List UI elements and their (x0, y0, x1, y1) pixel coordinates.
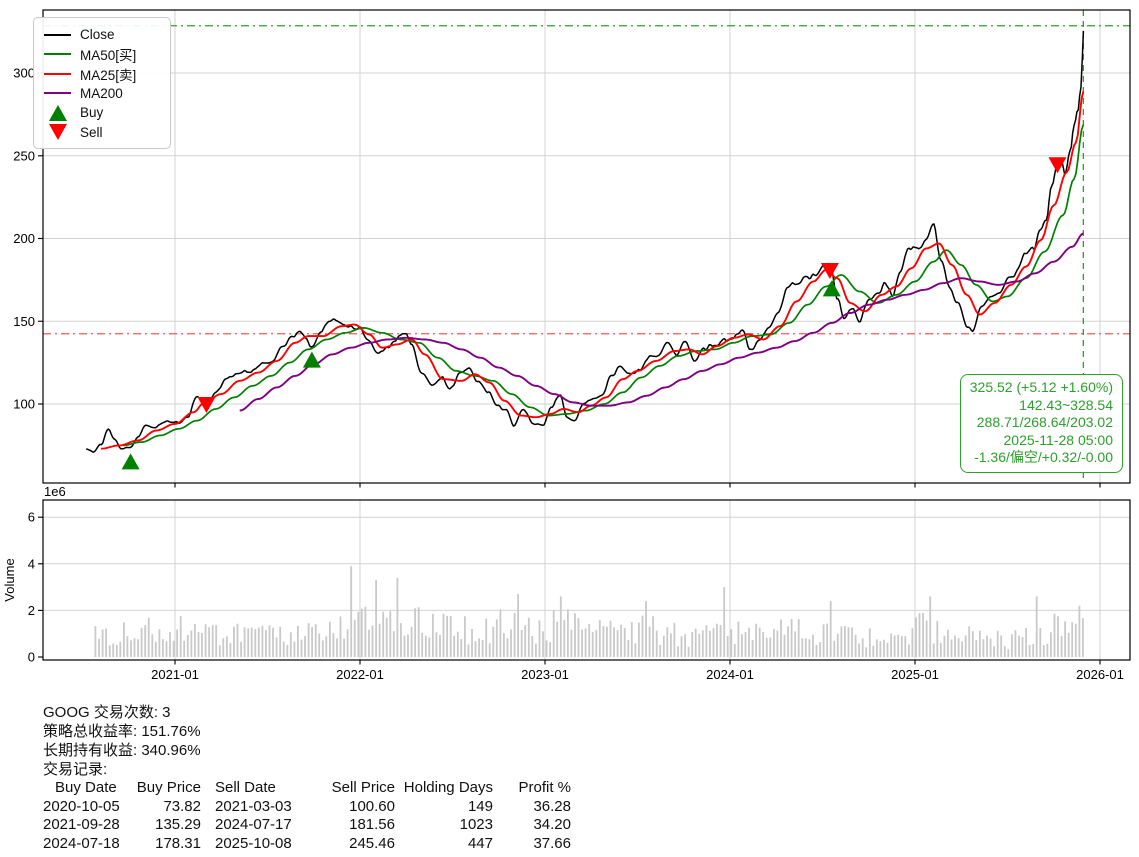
trade-cell: 2020-10-05 (43, 797, 120, 815)
reference-lines (43, 10, 1130, 483)
price-tick-label: 300 (13, 66, 35, 81)
trade-cell: 34.20 (533, 816, 571, 833)
price-tick-label: 250 (13, 148, 35, 163)
trade-cell: 73.82 (163, 797, 201, 815)
plot-borders (42, 9, 1131, 661)
trade-cell: 36.28 (533, 797, 571, 815)
volume-axis-label: Volume (2, 558, 17, 601)
annotation-line: 325.52 (+5.12 +1.60%) (969, 379, 1113, 395)
summary-line: 长期持有收益: 340.96% (43, 742, 201, 759)
series-MA200 (239, 232, 1085, 412)
strategy-summary: GOOG 交易次数: 3 策略总收益率: 151.76% 长期持有收益: 340.9… (43, 703, 571, 853)
legend-item-buy: Buy (44, 103, 162, 123)
legend-label: Sell (80, 124, 103, 140)
trade-header-cell: Buy Price (136, 779, 201, 796)
summary-line: GOOG 交易次数: 3 (43, 704, 171, 721)
series-MA50[买] (123, 124, 1085, 447)
date-tick-label: 2022-01 (336, 667, 384, 682)
trade-row: 2021-09-28 135.29 2024-07-17 181.56 1023 34.2… (43, 816, 571, 835)
date-tick-label: 2023-01 (521, 667, 569, 682)
legend-label: MA25[卖] (80, 67, 137, 83)
legend-label: MA200 (80, 85, 123, 101)
series-MA25[卖] (100, 90, 1085, 450)
date-tick-label: 2021-01 (151, 667, 199, 682)
buy-marker (822, 280, 841, 297)
legend-item-ma50: MA50[买] (44, 45, 162, 65)
legend-label: Buy (80, 105, 104, 121)
trade-row: 2020-10-05 73.82 2021-03-03 100.60 149 36.28 (43, 798, 571, 817)
date-tick-label: 2024-01 (706, 667, 754, 682)
quote-annotation-box: 325.52 (+5.12 +1.60%) 142.43~328.54 288.71… (959, 374, 1123, 473)
trade-records-table: Buy Date Buy Price Sell Date Sell Price Hold… (43, 779, 571, 853)
trade-cell: 1023 (459, 816, 493, 833)
buy-triangle-icon (44, 104, 71, 121)
sell-marker (1048, 157, 1067, 174)
series-Close (85, 30, 1085, 453)
legend-item-ma25: MA25[卖] (44, 64, 162, 84)
trade-header-cell: Buy Date (55, 779, 117, 796)
trade-row: 2024-07-18 178.31 2025-10-08 245.46 447 37.66 (43, 835, 571, 854)
annotation-line: 288.71/268.64/203.02 (976, 414, 1113, 431)
legend-item-sell: Sell (44, 123, 162, 143)
buy-marker (302, 351, 321, 368)
volume-bars (94, 566, 1084, 657)
chart-legend: Close MA50[买] MA25[卖] MA200 Buy Sell (33, 17, 171, 149)
summary-line: 交易记录: (43, 761, 108, 778)
trade-header-cell: Sell Date (215, 779, 276, 796)
buy-marker (121, 453, 140, 470)
trade-cell: 2021-09-28 (43, 816, 120, 833)
trade-header-cell: Holding Days (403, 779, 493, 796)
sell-marker (197, 397, 216, 414)
axis-ticks (38, 72, 1101, 665)
price-volume-chart: 100 150 200 250 300 2021-01 2022-01 2023-01 2024… (2, 9, 1131, 683)
trade-cell: 2025-10-08 (215, 834, 292, 852)
sell-triangle-icon (44, 124, 71, 141)
trade-cell: 2024-07-18 (43, 834, 120, 852)
axis-tick-labels: 100 150 200 250 300 2021-01 2022-01 2023-01 2024… (13, 66, 1124, 683)
legend-line-swatch (44, 53, 71, 56)
trade-table-header: Buy Date Buy Price Sell Date Sell Price Hold… (43, 779, 571, 798)
trade-cell: 181.56 (349, 816, 395, 833)
trade-header-cell: Profit % (518, 779, 571, 796)
trade-cell: 100.60 (349, 797, 395, 815)
price-tick-label: 150 (13, 314, 35, 329)
volume-tick-label: 2 (28, 603, 35, 618)
legend-line-swatch (44, 92, 71, 95)
date-tick-label: 2026-01 (1076, 667, 1124, 682)
trade-cell: 149 (467, 797, 493, 815)
trade-cell: 447 (467, 834, 493, 852)
trade-cell: 178.31 (155, 834, 201, 852)
trade-cell: 37.66 (533, 834, 571, 852)
trade-markers (121, 157, 1067, 470)
annotation-line: 2025-11-28 05:00 (1003, 431, 1114, 448)
volume-tick-label: 4 (28, 556, 35, 571)
gridlines (43, 10, 1130, 660)
trade-cell: 245.46 (349, 834, 395, 852)
price-tick-label: 200 (13, 231, 35, 246)
date-tick-label: 2025-01 (891, 667, 939, 682)
volume-tick-label: 6 (28, 510, 35, 525)
trade-cell: 2024-07-17 (215, 816, 292, 833)
legend-label: MA50[买] (80, 48, 137, 64)
trade-header-cell: Sell Price (331, 779, 395, 796)
annotation-line: 142.43~328.54 (1019, 396, 1113, 413)
summary-line: 策略总收益率: 151.76% (43, 723, 201, 740)
legend-item-close: Close (44, 25, 162, 45)
sell-marker (820, 263, 839, 280)
legend-line-swatch (44, 33, 71, 36)
volume-tick-label: 0 (28, 650, 35, 665)
volume-offset-label: 1e6 (44, 484, 66, 499)
price-series (85, 30, 1085, 453)
legend-line-swatch (44, 72, 71, 75)
legend-item-ma200: MA200 (44, 84, 162, 104)
annotation-line: -1.36/偏空/+0.32/-0.00 (974, 449, 1113, 466)
trade-cell: 2021-03-03 (215, 797, 292, 815)
price-tick-label: 100 (13, 397, 35, 412)
legend-label: Close (80, 27, 115, 43)
summary-lines: GOOG 交易次数: 3 策略总收益率: 151.76% 长期持有收益: 340.9… (43, 703, 571, 779)
trade-cell: 135.29 (155, 816, 201, 833)
